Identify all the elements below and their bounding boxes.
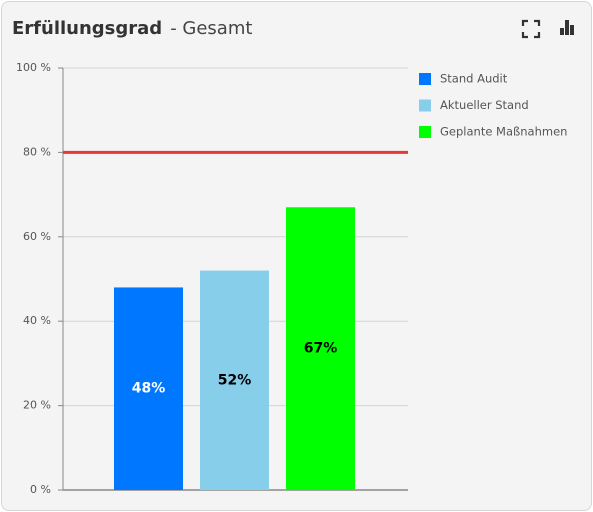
icon-bar bbox=[570, 25, 574, 35]
y-tick-label: 100 % bbox=[16, 61, 51, 74]
bar bbox=[286, 207, 355, 490]
icon-bar bbox=[560, 28, 564, 35]
title: Erfüllungsgrad bbox=[12, 18, 162, 39]
legend-label: Geplante Maßnahmen bbox=[440, 125, 567, 139]
icon-path bbox=[521, 19, 541, 39]
bar bbox=[114, 287, 183, 490]
bar bbox=[200, 270, 269, 490]
y-tick-label: 80 % bbox=[23, 145, 51, 158]
fullscreen-icon[interactable] bbox=[521, 19, 541, 39]
y-tick-label: 60 % bbox=[23, 230, 51, 243]
legend-swatch bbox=[419, 99, 431, 112]
value-label: 67% bbox=[304, 341, 338, 357]
y-tick-label: 20 % bbox=[23, 399, 51, 412]
y-tick-label: 0 % bbox=[30, 483, 51, 496]
legend-swatch bbox=[419, 73, 431, 85]
y-tick-label: 40 % bbox=[23, 314, 51, 327]
legend-label: Stand Audit bbox=[440, 72, 508, 86]
icon-bar bbox=[565, 20, 569, 35]
legend-swatch bbox=[419, 126, 431, 138]
value-label: 48% bbox=[132, 381, 166, 397]
chart-title: Erfüllungsgrad - Gesamt bbox=[12, 18, 252, 39]
value-label: 52% bbox=[218, 372, 252, 388]
subtitle: - Gesamt bbox=[170, 18, 252, 39]
legend-label: Aktueller Stand bbox=[440, 98, 529, 112]
chart-type-icon[interactable] bbox=[560, 20, 574, 35]
